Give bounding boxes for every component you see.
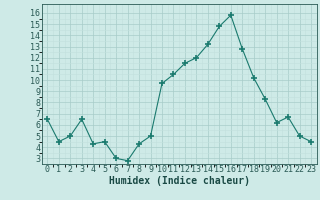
X-axis label: Humidex (Indice chaleur): Humidex (Indice chaleur) [109,176,250,186]
